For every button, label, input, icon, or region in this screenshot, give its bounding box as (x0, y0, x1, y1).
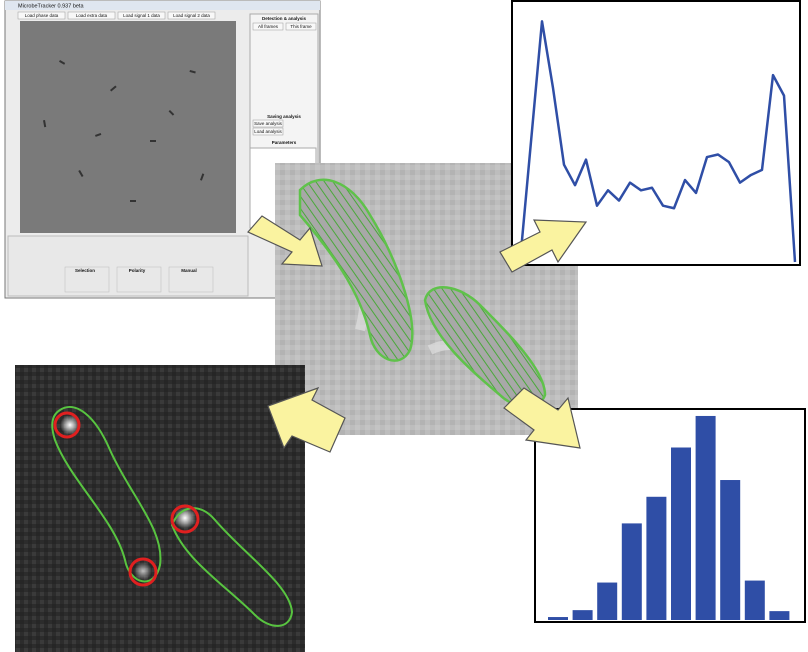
button-frame (17, 11, 66, 20)
panel-header: Detection & analysis (262, 16, 307, 21)
bar (769, 611, 790, 620)
screenshot-window: MicrobeTracker 0.937 beta Load phase dat… (4, 0, 321, 299)
bar (572, 610, 593, 620)
cell-mesh (423, 286, 547, 408)
control-panel: Detection & analysis Saving analysis Param… (252, 16, 317, 145)
arrows (247, 215, 588, 453)
spot-marker (170, 504, 200, 534)
bar (671, 447, 691, 620)
bar (720, 480, 741, 620)
phase-image (20, 21, 236, 233)
group-box (64, 266, 110, 293)
panel-header: Parameters (272, 140, 297, 145)
button-label: All frames (258, 24, 279, 29)
profile-line (518, 20, 797, 263)
group-header: Polarity (129, 268, 146, 273)
button-frame (117, 11, 166, 20)
cell-mesh (298, 178, 414, 362)
spot-marker (53, 411, 81, 439)
toolbar: Load phase data Load extra data Load signa… (17, 11, 216, 20)
button-label: Load extra data (76, 13, 108, 18)
bottom-panel: Selection Polarity Manual (64, 266, 214, 293)
group-box (168, 266, 214, 293)
cells (43, 59, 205, 202)
bar (548, 617, 568, 620)
button-label: Save analysis (254, 121, 283, 126)
histogram-panel (534, 408, 806, 623)
panel-header: Saving analysis (267, 114, 301, 119)
button-frame (67, 11, 116, 20)
button-label: Load signal 2 data (173, 13, 210, 18)
button-label: This frame (290, 24, 312, 29)
button-label: Load phase data (25, 13, 59, 18)
group-header: Selection (75, 268, 95, 273)
button-label: Load analysis (254, 129, 282, 134)
button-label: Load signal 1 data (123, 13, 160, 18)
spot-marker (128, 557, 158, 587)
button-frame (167, 11, 216, 20)
cell-outline (170, 507, 294, 627)
button-frame (285, 22, 317, 31)
bar (597, 582, 618, 620)
button-frame (252, 127, 284, 136)
bar (621, 523, 642, 620)
group-box (116, 266, 162, 293)
fluorescence-crop (15, 365, 305, 652)
button-frame (252, 119, 284, 128)
group-header: Manual (181, 268, 197, 273)
cell-outline (51, 405, 162, 583)
bar (695, 415, 716, 620)
button-frame (252, 22, 284, 31)
bar (646, 496, 667, 620)
window-title: MicrobeTracker 0.937 beta (18, 3, 84, 9)
bar (744, 580, 765, 620)
